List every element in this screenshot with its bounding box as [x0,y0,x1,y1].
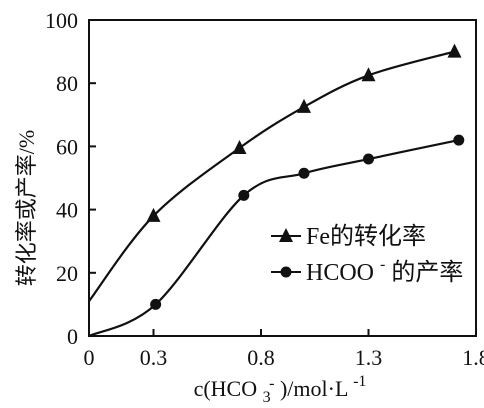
data-point-triangle [232,139,247,154]
legend-marker-circle [280,266,292,278]
data-point-circle [453,134,465,146]
data-point-circle [238,189,250,201]
data-point-triangle [361,67,376,82]
y-tick-label: 60 [56,134,78,159]
y-axis-title: 转化率或产率/% [14,130,39,286]
legend-label-hcoo-suffix: 的产率 [391,259,463,286]
data-point-triangle [447,43,462,58]
x-tick-label: 0 [84,345,95,370]
legend: Fe的转化率 HCOO - 的产率 [271,223,463,286]
plot-area [87,19,477,338]
x-tick-label: 0.3 [140,345,168,370]
x-tick-label: 1.8 [462,345,484,370]
legend-label-fe: Fe的转化率 [306,223,426,250]
legend-label-hcoo-main: HCOO [306,260,374,286]
y-tick-label: 100 [45,8,78,33]
plot-frame [88,19,477,337]
data-point-circle [298,167,310,179]
data-point-circle [363,153,374,165]
data-point-circle [150,298,162,310]
x-axis-title-prefix: c(HCO [194,376,258,401]
y-tick-label: 20 [56,261,78,286]
x-axis-title-suffix: )/mol·L [280,376,348,401]
data-point-triangle [297,98,311,113]
axis-ticks: 0 20 40 60 80 100 0 0.3 0.8 1.3 1.8 [45,8,484,370]
y-tick-label: 40 [56,198,78,223]
y-tick-label: 0 [67,324,78,349]
x-tick-label: 0.8 [247,345,275,370]
x-axis-title-suffix-superscript: -1 [353,373,366,390]
data-point-triangle [146,207,161,222]
x-tick-label: 1.3 [355,345,383,370]
legend-label-hcoo-superscript: - [380,256,385,273]
x-axis-title-superscript: - [269,375,274,392]
series-line-fe [87,50,456,303]
x-axis-title-subscript: 3 [263,389,271,406]
x-axis-title: c(HCO 3 - )/mol·L -1 [194,368,367,407]
legend-label-hcoo: HCOO - 的产率 [306,249,463,286]
y-tick-label: 80 [56,71,78,96]
legend-marker-triangle [279,228,293,242]
